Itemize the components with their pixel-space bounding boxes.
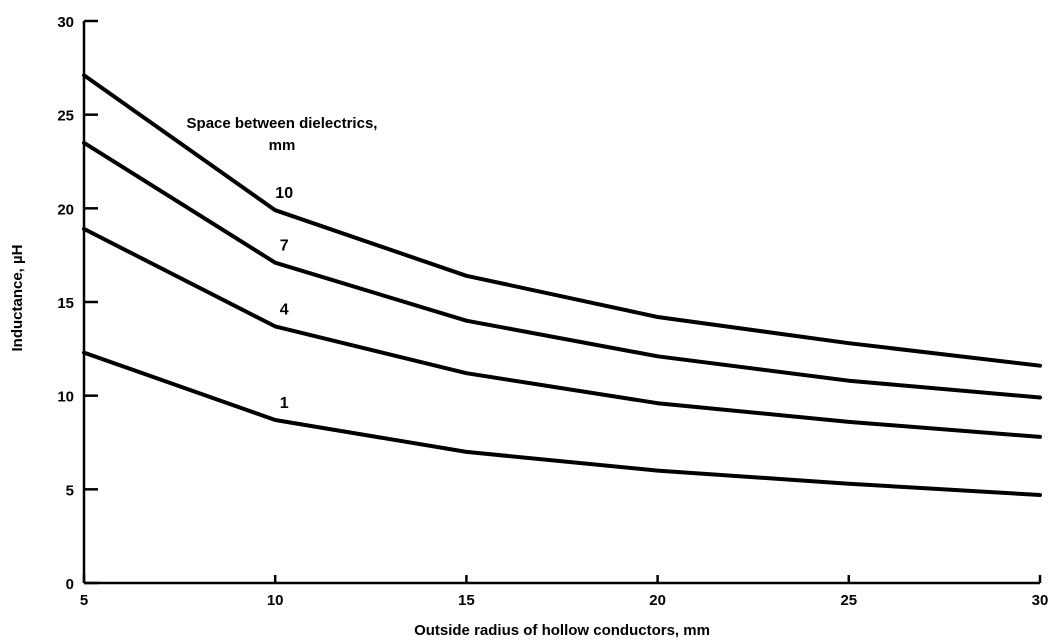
x-tick-label: 25	[840, 592, 857, 609]
x-tick-label: 30	[1032, 592, 1049, 609]
series-label-7: 7	[280, 238, 289, 255]
series-line-7	[82, 140, 1042, 400]
x-ticks: 5 10 15 20 25 30	[80, 575, 1049, 609]
series-line-4	[82, 226, 1042, 439]
series-line-1	[82, 350, 1042, 497]
legend-title-line-2: mm	[269, 137, 296, 154]
y-tick-label: 10	[57, 389, 74, 406]
x-tick-label: 15	[458, 592, 475, 609]
x-tick-label: 5	[80, 592, 88, 609]
y-tick-label: 5	[66, 482, 74, 499]
series-label-10: 10	[275, 185, 293, 202]
x-tick-label: 10	[267, 592, 284, 609]
y-tick-label: 15	[57, 295, 74, 312]
y-tick-label: 0	[66, 576, 74, 593]
y-tick-label: 30	[57, 14, 74, 31]
x-axis-label: Outside radius of hollow conductors, mm	[414, 622, 710, 639]
y-axis-label: Inductance, µH	[9, 245, 26, 352]
y-ticks: 0 5 10 15 20 25 30	[57, 14, 98, 593]
y-tick-label: 25	[57, 108, 74, 125]
series-line-10	[82, 73, 1042, 368]
x-tick-label: 20	[649, 592, 666, 609]
curves	[82, 73, 1042, 497]
series-label-1: 1	[280, 395, 289, 412]
series-labels: 10 7 4 1	[275, 185, 293, 412]
y-tick-label: 20	[57, 201, 74, 218]
legend-title-line-1: Space between dielectrics,	[187, 115, 378, 132]
series-label-4: 4	[280, 301, 289, 318]
